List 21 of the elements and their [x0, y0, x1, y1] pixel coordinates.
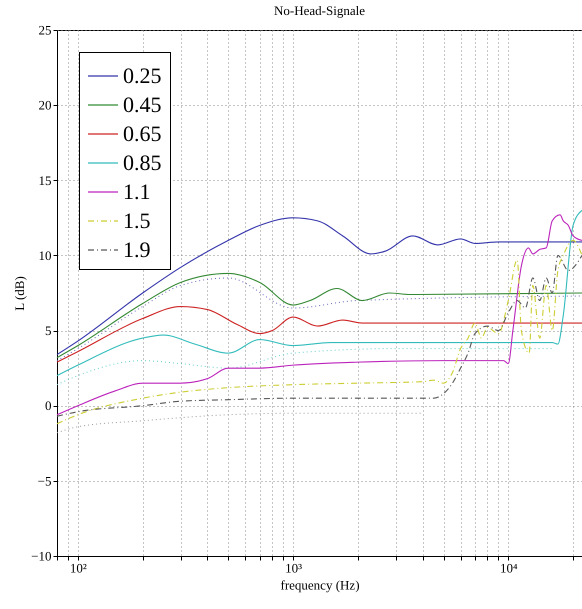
y-tick-label: 5 [45, 323, 52, 338]
y-tick-label: −5 [38, 473, 52, 488]
legend-label: 1.9 [123, 237, 150, 262]
y-tick-label: 0 [45, 398, 52, 414]
x-axis-title: frequency (Hz) [280, 578, 360, 592]
x-tick-label: 10² [70, 560, 87, 576]
legend-label: 0.65 [123, 121, 162, 146]
y-tick-label: 20 [38, 98, 52, 113]
y-tick-label: 25 [38, 22, 52, 38]
y-axis-title: L (dB) [12, 276, 28, 311]
y-tick-label: −10 [31, 548, 52, 564]
legend-label: 0.85 [123, 150, 162, 175]
y-tick-label: 15 [38, 172, 52, 188]
legend-label: 0.45 [123, 92, 162, 117]
x-tick-label: 10³ [285, 560, 302, 576]
legend-label: 1.5 [123, 208, 150, 233]
y-tick-label: 10 [38, 248, 52, 263]
legend-label: 0.25 [123, 63, 162, 88]
chart-title: No-Head-Signale [274, 3, 366, 18]
x-tick-label: 10⁴ [500, 560, 518, 576]
legend-label: 1.1 [123, 179, 150, 204]
